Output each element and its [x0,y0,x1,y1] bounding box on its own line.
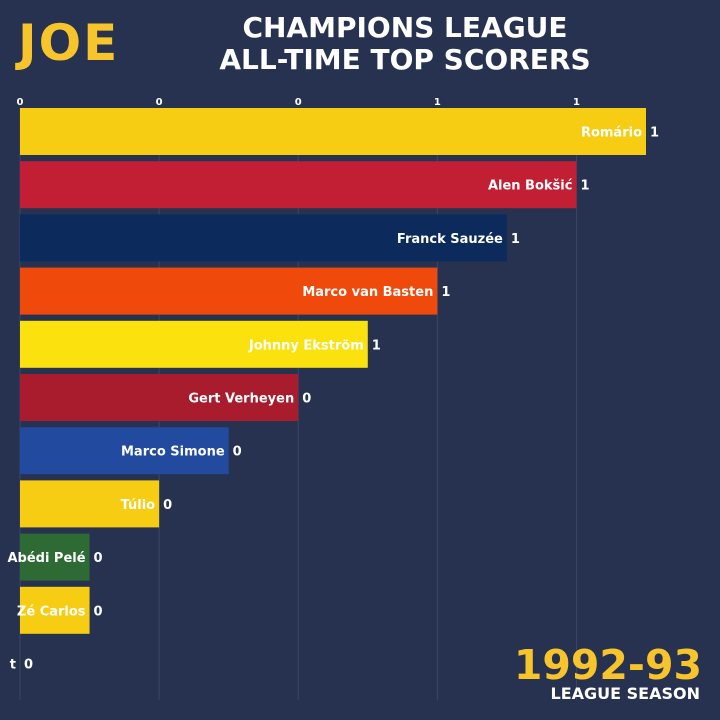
bar [20,108,646,155]
bar-name-label: Abédi Pelé [7,551,85,566]
bar [20,480,160,528]
joe-logo: JOE [18,14,120,72]
bar-name-label: Romário [581,126,642,141]
x-tick-label: 0 [17,97,24,108]
bar [20,374,299,421]
bar-name-label: Túlio [121,498,156,513]
bar-value-label: 1 [580,179,589,194]
bar [20,586,90,634]
bar [20,533,90,581]
bar-name-label: Franck Sauzée [397,232,503,247]
bar-value-label: 1 [650,126,659,141]
x-tick-label: 0 [295,97,302,108]
bar-value-label: 0 [163,498,172,513]
bar-name-label: Marco van Basten [302,285,433,300]
bar-value-label: 0 [233,445,242,460]
bar-name-label: Johnny Ekström [248,338,364,353]
chart-title-line2: ALL-TIME TOP SCORERS [219,43,591,76]
bar [20,161,577,209]
bar-value-label: 0 [94,604,103,619]
bar-name-label: t [10,658,16,673]
bar-name-label: Alen Bokšić [488,179,573,194]
bar-value-label: 1 [372,338,381,353]
bar-name-label: Marco Simone [121,445,225,460]
bar-name-label: Zé Carlos [17,604,86,619]
season-year: 1992-93 [513,641,702,689]
bar [20,427,229,475]
bar [20,320,368,368]
bar-value-label: 0 [302,392,311,407]
x-tick-label: 1 [434,97,441,108]
x-tick-label: 0 [156,97,163,108]
bar-value-label: 0 [94,551,103,566]
bar-value-label: 1 [441,285,450,300]
bar-value-label: 0 [24,658,33,673]
bar-name-label: Gert Verheyen [188,392,294,407]
bar-value-label: 1 [511,232,520,247]
season-label: LEAGUE SEASON [550,684,700,703]
bar [20,267,438,315]
x-tick-label: 1 [573,97,580,108]
bar [20,214,507,262]
chart-title-line1: CHAMPIONS LEAGUE [242,11,568,44]
